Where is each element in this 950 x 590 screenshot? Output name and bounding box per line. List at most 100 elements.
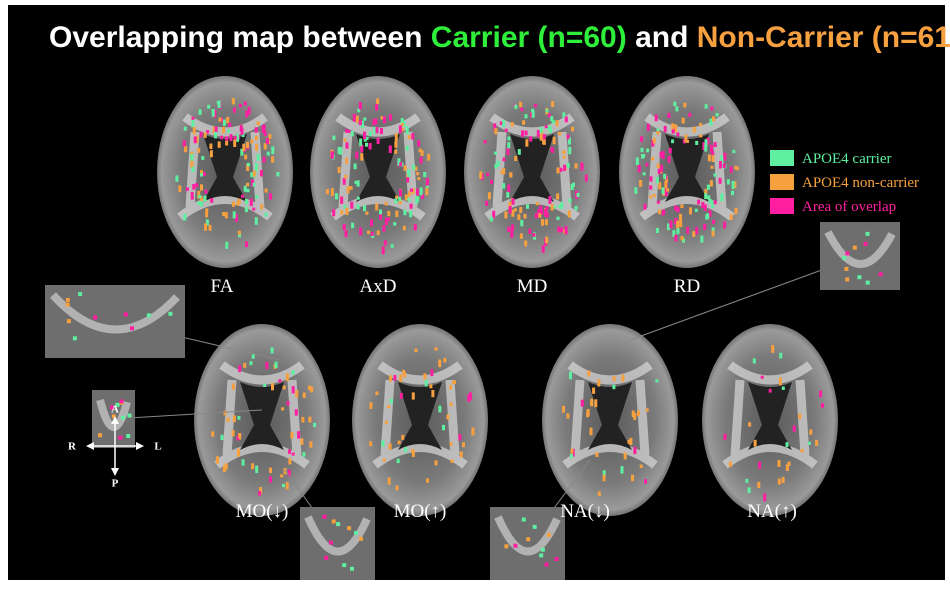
tract-voxel bbox=[387, 405, 390, 408]
tract-voxel bbox=[603, 475, 606, 482]
tract-voxel bbox=[408, 191, 411, 196]
tract-voxel bbox=[514, 156, 517, 161]
tract-voxel bbox=[406, 126, 409, 134]
tract-voxel bbox=[281, 407, 284, 410]
tract-voxel bbox=[714, 142, 717, 147]
tract-voxel bbox=[271, 156, 274, 162]
tract-voxel bbox=[551, 101, 554, 107]
tract-voxel bbox=[808, 442, 811, 445]
panel-label: RD bbox=[674, 276, 700, 297]
panel-label: MD bbox=[517, 276, 548, 297]
tract-voxel bbox=[351, 223, 354, 228]
tract-voxel bbox=[668, 156, 671, 163]
tract-voxel bbox=[724, 434, 727, 440]
tract-voxel bbox=[594, 399, 597, 407]
tract-voxel bbox=[528, 229, 531, 234]
tract-voxel bbox=[658, 210, 661, 215]
tract-voxel bbox=[653, 194, 656, 197]
tract-voxel bbox=[400, 393, 403, 399]
tract-voxel bbox=[250, 199, 253, 206]
tract-voxel bbox=[265, 188, 268, 192]
tract-voxel bbox=[729, 462, 732, 467]
tract-voxel bbox=[335, 193, 338, 199]
tract-voxel bbox=[355, 152, 358, 159]
inset-voxel bbox=[842, 256, 846, 260]
tract-voxel bbox=[494, 152, 497, 155]
tract-voxel bbox=[275, 362, 278, 368]
tract-voxel bbox=[488, 192, 491, 199]
tract-voxel bbox=[385, 218, 388, 225]
tract-voxel bbox=[639, 180, 642, 187]
tract-voxel bbox=[716, 113, 719, 116]
inset-voxel bbox=[73, 336, 77, 340]
tract-voxel bbox=[216, 456, 219, 463]
tract-voxel bbox=[700, 236, 703, 243]
tract-voxel bbox=[446, 414, 449, 419]
tract-voxel bbox=[485, 201, 488, 206]
tract-voxel bbox=[546, 212, 549, 217]
tract-voxel bbox=[375, 203, 378, 210]
tract-voxel bbox=[771, 345, 774, 353]
tract-voxel bbox=[412, 392, 415, 399]
tract-voxel bbox=[269, 468, 272, 473]
tract-voxel bbox=[658, 169, 661, 174]
tract-voxel bbox=[348, 130, 351, 133]
tract-voxel bbox=[267, 152, 270, 156]
tract-voxel bbox=[521, 130, 524, 136]
tract-voxel bbox=[252, 208, 255, 211]
tract-voxel bbox=[669, 221, 672, 229]
tract-voxel bbox=[367, 231, 370, 234]
tract-voxel bbox=[295, 390, 298, 397]
orientation-label: L bbox=[154, 441, 161, 453]
tract-voxel bbox=[365, 212, 368, 215]
tract-voxel bbox=[712, 231, 715, 237]
tract-voxel bbox=[761, 376, 764, 379]
tract-voxel bbox=[471, 428, 474, 436]
tract-voxel bbox=[192, 117, 195, 120]
tract-voxel bbox=[666, 188, 669, 191]
tract-voxel bbox=[452, 381, 455, 384]
tract-voxel bbox=[590, 399, 593, 406]
tract-voxel bbox=[359, 228, 362, 236]
tract-voxel bbox=[257, 121, 260, 125]
inset-voxel bbox=[118, 436, 122, 440]
tract-voxel bbox=[613, 376, 616, 381]
tract-voxel bbox=[731, 191, 734, 196]
tract-voxel bbox=[250, 361, 253, 365]
tract-voxel bbox=[556, 193, 559, 199]
tract-voxel bbox=[426, 178, 429, 186]
tract-voxel bbox=[398, 441, 401, 445]
tract-voxel bbox=[695, 141, 698, 145]
tract-voxel bbox=[282, 484, 285, 487]
tract-voxel bbox=[373, 119, 376, 125]
tract-voxel bbox=[511, 224, 514, 230]
tract-voxel bbox=[640, 465, 643, 468]
tract-voxel bbox=[655, 115, 658, 122]
tract-voxel bbox=[568, 210, 571, 217]
tract-voxel bbox=[297, 431, 300, 439]
tract-voxel bbox=[546, 109, 549, 112]
tract-voxel bbox=[398, 197, 401, 201]
tract-voxel bbox=[612, 385, 615, 389]
tract-voxel bbox=[758, 462, 761, 469]
orientation-label: P bbox=[112, 478, 119, 490]
tract-voxel bbox=[644, 204, 647, 210]
tract-voxel bbox=[233, 108, 236, 113]
tract-voxel bbox=[387, 211, 390, 216]
tract-voxel bbox=[801, 449, 804, 453]
tract-voxel bbox=[205, 212, 208, 217]
tract-voxel bbox=[363, 118, 366, 121]
tract-voxel bbox=[399, 163, 402, 167]
tract-voxel bbox=[246, 142, 249, 148]
tract-voxel bbox=[703, 224, 706, 230]
inset-voxel bbox=[124, 312, 128, 316]
tract-voxel bbox=[265, 212, 268, 216]
tract-voxel bbox=[389, 443, 392, 449]
tract-voxel bbox=[309, 441, 312, 447]
tract-voxel bbox=[525, 114, 528, 118]
tract-voxel bbox=[240, 125, 243, 132]
tract-voxel bbox=[451, 459, 454, 463]
tract-voxel bbox=[490, 180, 493, 184]
tract-voxel bbox=[255, 466, 258, 473]
tract-voxel bbox=[522, 120, 525, 124]
